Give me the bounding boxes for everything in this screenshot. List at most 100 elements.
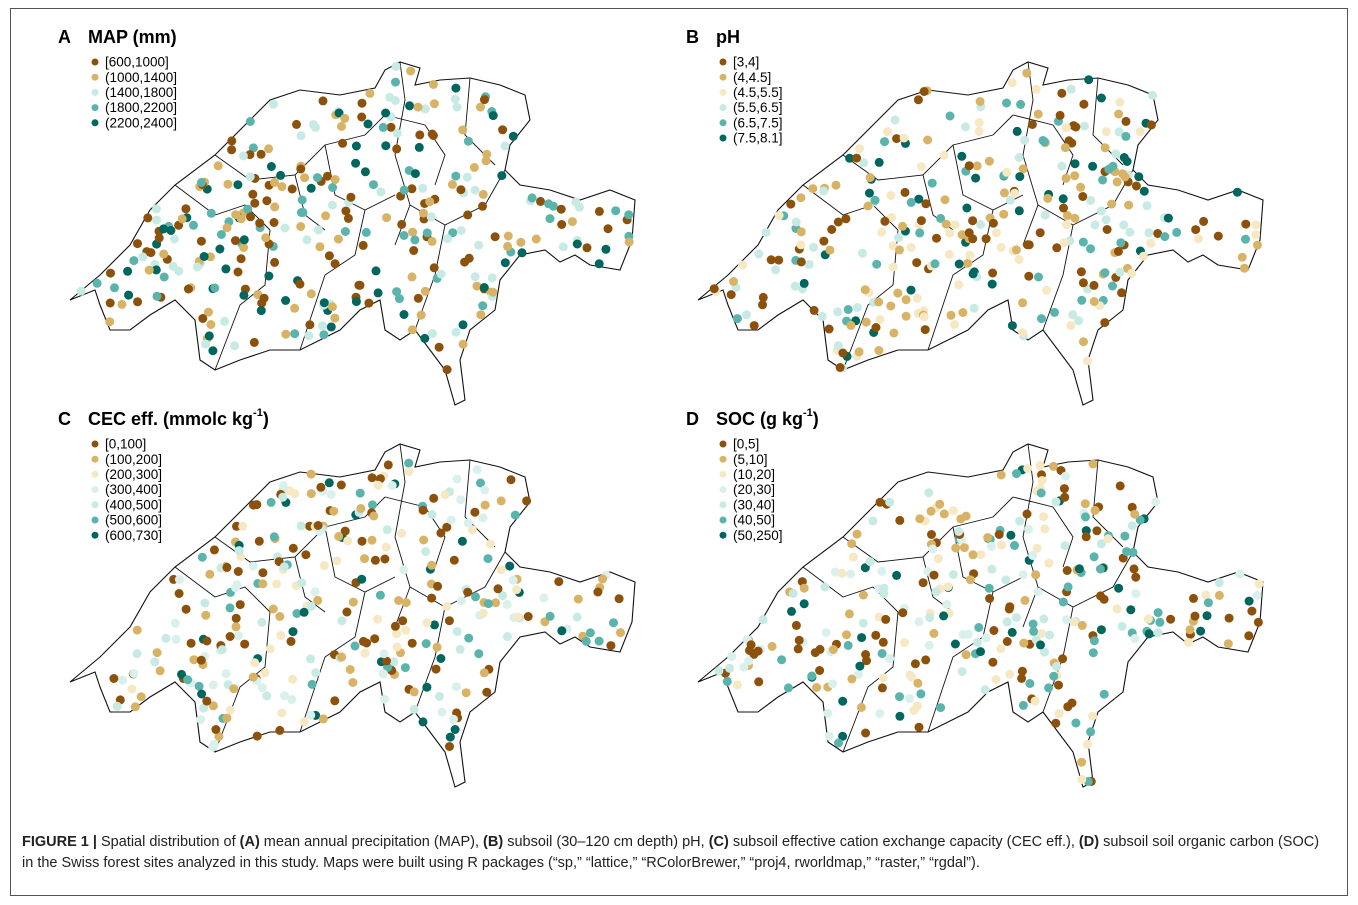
- site-dot: [1253, 617, 1263, 627]
- site-dot: [812, 683, 822, 692]
- site-dot: [1070, 213, 1080, 223]
- site-dot: [1089, 552, 1099, 562]
- site-dot: [181, 604, 191, 614]
- site-dot: [858, 618, 868, 628]
- site-dot: [1199, 216, 1209, 226]
- legend-dot: [719, 104, 727, 112]
- site-dot: [238, 151, 248, 161]
- site-dot: [422, 228, 432, 238]
- site-dot: [1125, 227, 1135, 237]
- legend-dot: [719, 455, 727, 463]
- site-dot: [478, 189, 488, 199]
- site-dot: [886, 301, 896, 311]
- legend-label: (200,300]: [105, 467, 162, 482]
- site-dot: [1138, 251, 1148, 261]
- site-dot: [1148, 90, 1157, 100]
- panel-letter: C: [58, 409, 71, 429]
- site-dot: [380, 694, 390, 704]
- site-dot: [337, 652, 347, 662]
- site-dot: [725, 663, 735, 673]
- site-dot: [248, 189, 258, 199]
- site-dot: [336, 480, 346, 490]
- site-dot: [451, 83, 461, 93]
- site-dot: [458, 320, 468, 330]
- site-dot: [480, 500, 490, 510]
- site-dot: [407, 325, 417, 335]
- site-dot: [794, 635, 804, 645]
- site-dot: [1024, 271, 1034, 281]
- site-dot: [1005, 195, 1015, 205]
- site-dot: [446, 515, 456, 525]
- site-dot: [367, 535, 377, 545]
- site-dot: [895, 515, 905, 525]
- site-dot: [961, 122, 970, 132]
- site-dot: [791, 620, 801, 630]
- site-dot: [1121, 131, 1131, 141]
- site-dot: [1172, 227, 1182, 237]
- site-dot: [556, 204, 566, 214]
- caption-segment: FIGURE 1 |: [22, 834, 101, 850]
- site-dot: [1007, 627, 1017, 637]
- site-dot: [912, 258, 922, 268]
- site-dot: [727, 652, 737, 661]
- site-dot: [1035, 228, 1045, 238]
- site-dot: [436, 654, 446, 663]
- site-dot: [900, 187, 910, 197]
- title-text: CEC eff. (mmolc kg: [88, 409, 253, 429]
- site-dot: [1134, 172, 1144, 182]
- canton-borders: [174, 443, 506, 753]
- site-dot: [1214, 590, 1224, 600]
- site-dot: [306, 601, 316, 611]
- site-dot: [1077, 757, 1087, 767]
- site-dot: [1059, 484, 1069, 494]
- site-dot: [614, 594, 624, 604]
- site-dot: [321, 211, 331, 221]
- site-dot: [277, 708, 287, 718]
- site-dot: [1151, 497, 1161, 507]
- site-dot: [1096, 206, 1106, 216]
- site-dot: [470, 507, 480, 517]
- site-dot: [931, 587, 941, 597]
- panel-letter: B: [686, 27, 699, 47]
- site-dot: [270, 202, 280, 212]
- site-dot: [1022, 240, 1032, 250]
- site-dot: [915, 514, 925, 524]
- site-dot: [1081, 512, 1090, 522]
- site-dot: [1061, 173, 1071, 183]
- site-dot: [878, 673, 888, 683]
- site-dot: [306, 710, 316, 720]
- site-dot: [208, 701, 218, 711]
- site-dot: [968, 550, 978, 560]
- site-dot: [820, 582, 830, 592]
- site-dot: [1184, 638, 1193, 647]
- site-dot: [892, 570, 902, 580]
- site-dot: [133, 239, 142, 249]
- site-dot: [440, 490, 450, 500]
- site-dot: [1131, 572, 1141, 582]
- site-dot: [109, 674, 119, 683]
- site-dot: [427, 509, 437, 519]
- site-dot: [313, 173, 322, 183]
- site-dot: [238, 521, 248, 531]
- site-dot: [503, 632, 512, 641]
- site-dot: [1247, 606, 1257, 616]
- site-dot: [391, 77, 400, 87]
- site-dot: [201, 339, 211, 349]
- site-dot: [915, 228, 925, 238]
- site-dot: [391, 61, 401, 71]
- site-dot: [1130, 509, 1140, 519]
- site-dot: [1143, 614, 1153, 624]
- site-dot: [1185, 625, 1195, 635]
- site-dot: [249, 337, 259, 347]
- site-dot: [463, 210, 473, 220]
- site-dot: [240, 639, 250, 649]
- site-dot: [1074, 316, 1084, 326]
- site-dot: [205, 569, 215, 579]
- site-dot: [410, 169, 420, 179]
- site-dot: [222, 223, 232, 233]
- site-dot: [1058, 194, 1068, 204]
- site-dot: [1059, 203, 1068, 213]
- site-dot: [330, 313, 340, 323]
- site-dot: [929, 628, 939, 638]
- site-dot: [975, 97, 985, 106]
